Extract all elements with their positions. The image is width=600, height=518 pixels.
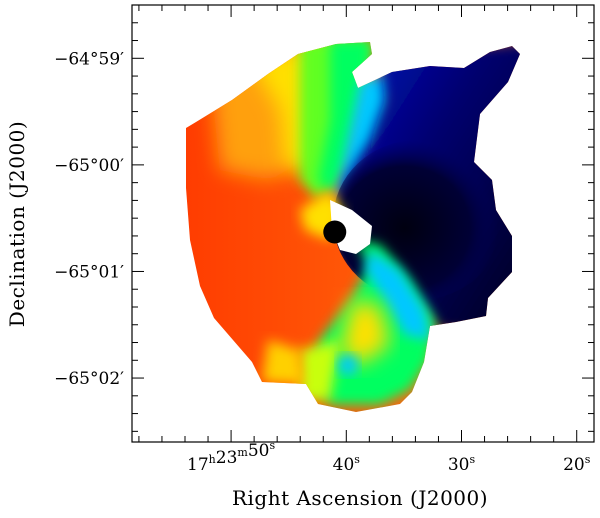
x-tick-label: 30s — [448, 453, 476, 475]
y-tick-label: −65°02′ — [54, 369, 124, 389]
x-tick-label: 17h23m50s — [187, 439, 275, 475]
x-tick-labels: 17h23m50s 40s 30s 20s — [187, 439, 591, 475]
x-axis-label: Right Ascension (J2000) — [232, 486, 488, 510]
y-tick-label: −65°00′ — [54, 156, 124, 176]
y-axis-label: Declination (J2000) — [5, 121, 29, 327]
y-tick-labels: −64°59′ −65°00′ −65°01′ −65°02′ — [54, 49, 124, 389]
x-tick-label: 40s — [333, 453, 361, 475]
nucleus-marker — [323, 220, 347, 244]
axis-ticks — [132, 4, 594, 442]
x-tick-label: 20s — [563, 453, 591, 475]
velocity-field — [186, 42, 520, 412]
plot-frame — [131, 4, 595, 443]
y-tick-label: −64°59′ — [54, 49, 124, 69]
y-tick-label: −65°01′ — [54, 262, 124, 282]
